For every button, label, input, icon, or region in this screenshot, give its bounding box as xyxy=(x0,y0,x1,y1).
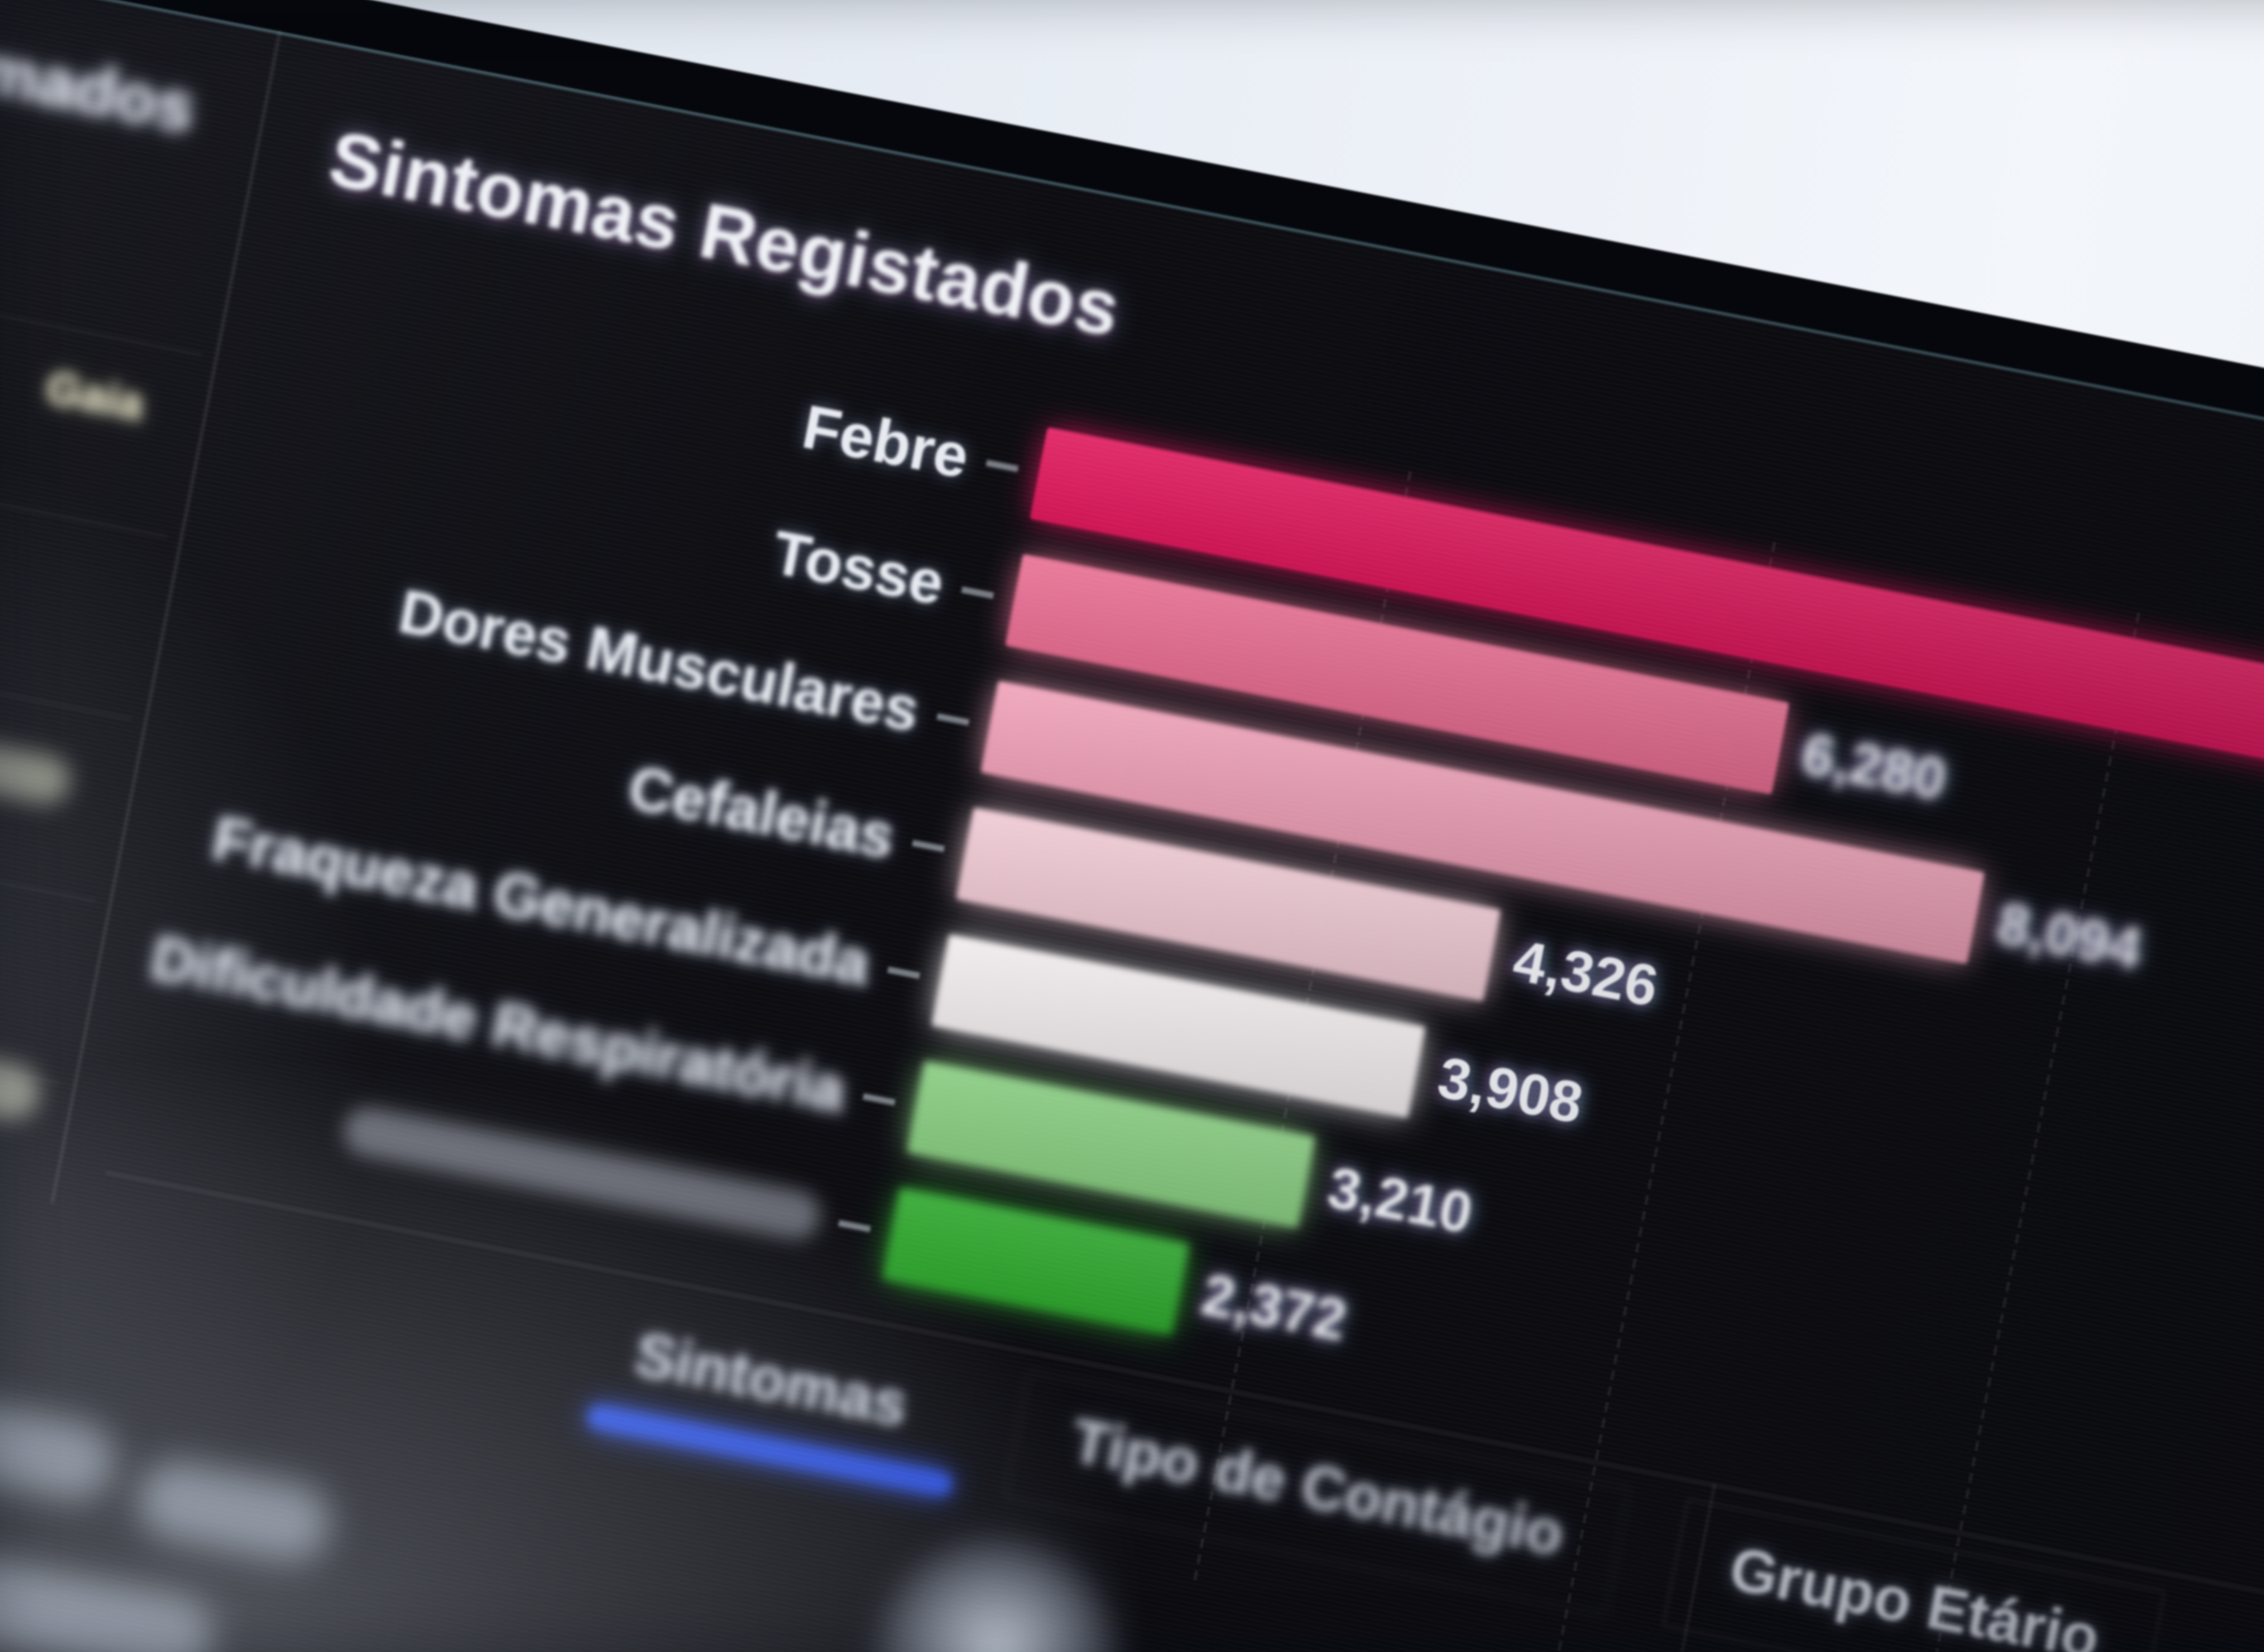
sidebar-panel-title: mados xyxy=(0,30,201,147)
value-label-fraqueza-generalizada: 3,908 xyxy=(1433,1043,1588,1136)
axis-tick xyxy=(887,966,921,979)
axis-tick xyxy=(936,713,969,726)
blurred-word xyxy=(0,1552,219,1652)
axis-tick xyxy=(863,1093,896,1106)
gridline xyxy=(1922,612,2140,1652)
axis-tick xyxy=(911,840,945,853)
blurred-word xyxy=(131,1455,336,1568)
axis-tick xyxy=(986,460,1019,472)
axis-tick xyxy=(961,586,994,599)
category-label-illegible xyxy=(340,1103,825,1244)
value-label-dores-musculares: 8,094 xyxy=(1992,889,2147,982)
axis-tick xyxy=(838,1220,871,1233)
value-label-row-7: 2,372 xyxy=(1196,1260,1352,1354)
value-label-cefaleias: 4,326 xyxy=(1508,927,1664,1019)
blurred-word xyxy=(0,1384,121,1507)
value-label-dificuldade-respiratoria: 3,210 xyxy=(1323,1153,1478,1247)
bar-row-7[interactable] xyxy=(882,1187,1190,1335)
value-label-tosse: 6,280 xyxy=(1796,720,1952,813)
